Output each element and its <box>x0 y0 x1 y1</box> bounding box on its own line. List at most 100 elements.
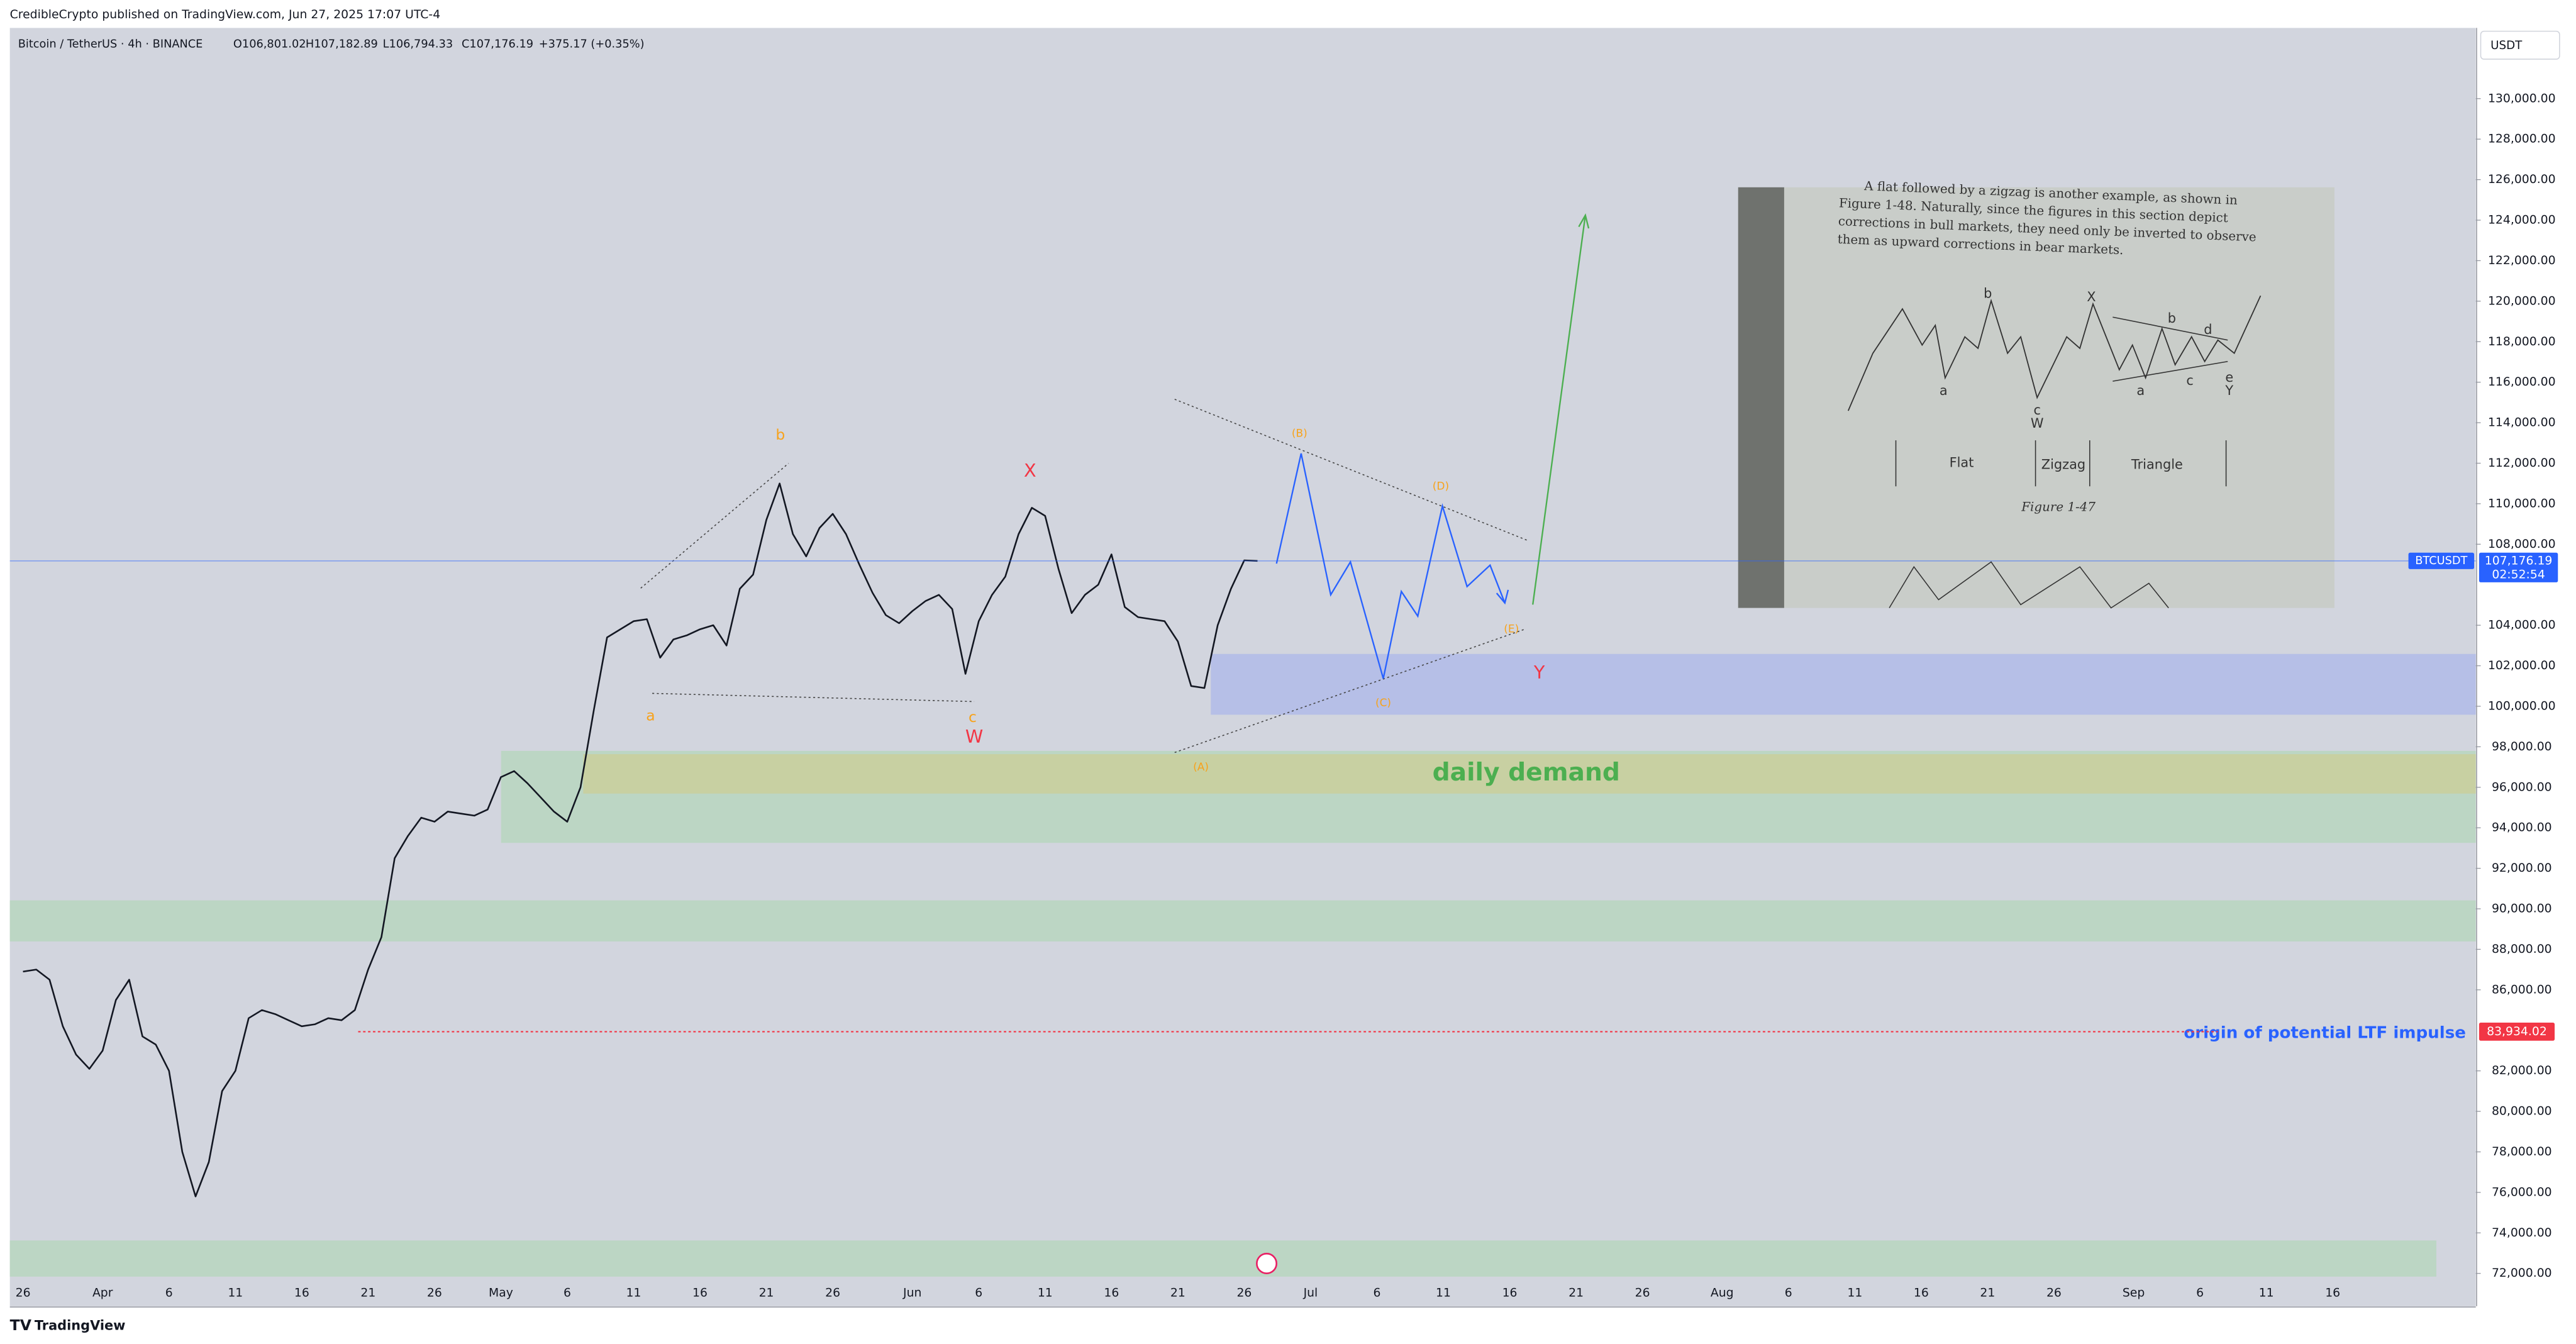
y-tick-label: 96,000.00 <box>2492 780 2552 794</box>
x-tick-label: 26 <box>1635 1287 1650 1300</box>
zone-label: daily demand <box>1433 758 1620 787</box>
x-tick-label: 26 <box>1236 1287 1252 1300</box>
countdown: 02:52:54 <box>2492 569 2545 582</box>
inset-label: c <box>2033 403 2040 418</box>
y-tick-label: 118,000.00 <box>2488 335 2556 348</box>
ohlc: O106,801.02 <box>233 38 306 51</box>
arrow-head <box>1578 213 1590 229</box>
wave-label: (D) <box>1433 480 1449 492</box>
x-tick-label: 6 <box>165 1287 173 1300</box>
x-tick-label: 21 <box>360 1287 375 1300</box>
wave-label: X <box>1024 460 1036 481</box>
x-tick-label: 6 <box>1373 1287 1380 1300</box>
x-tick-label: 6 <box>975 1287 982 1300</box>
x-tick-label: 6 <box>2196 1287 2204 1300</box>
y-tick-label: 104,000.00 <box>2488 619 2556 632</box>
y-tick-label: 130,000.00 <box>2488 92 2556 105</box>
trendline <box>652 692 975 703</box>
x-tick-label: 16 <box>692 1287 708 1300</box>
x-tick-label: May <box>489 1287 513 1300</box>
y-tick-label: 124,000.00 <box>2488 214 2556 227</box>
support-zone <box>9 900 2476 941</box>
support-zone-low <box>9 1240 2436 1277</box>
daily-demand-zone <box>583 754 2476 794</box>
inset-label: Y <box>2224 383 2233 398</box>
y-tick-label: 110,000.00 <box>2488 497 2556 510</box>
x-tick-label: Apr <box>92 1287 113 1300</box>
arrow-head <box>1496 589 1509 605</box>
y-tick-label: 100,000.00 <box>2488 699 2556 713</box>
wave-label: c <box>969 708 977 726</box>
wave-label: (A) <box>1193 761 1209 774</box>
x-tick-label: 21 <box>759 1287 774 1300</box>
x-tick-label: 6 <box>1785 1287 1792 1300</box>
triangle-lower <box>1174 628 1525 753</box>
triangle-upper <box>1174 399 1528 541</box>
currency: USDT <box>2490 39 2523 52</box>
y-tick-label: 98,000.00 <box>2492 740 2552 753</box>
inset-diagram <box>1889 561 2169 609</box>
x-tick-label: Jul <box>1303 1287 1318 1300</box>
symbol-tag <box>2408 552 2475 569</box>
y-tick-label: 120,000.00 <box>2488 294 2556 308</box>
y-tick-label: 74,000.00 <box>2492 1226 2552 1240</box>
currency-button[interactable] <box>2480 30 2560 60</box>
ohlc: H107,182.89 <box>306 38 378 51</box>
y-tick-label: 94,000.00 <box>2492 821 2552 835</box>
y-tick-label: 126,000.00 <box>2488 173 2556 186</box>
ohlc-change: +375.17 (+0.35%) <box>539 38 645 51</box>
y-tick-label: 82,000.00 <box>2492 1064 2552 1077</box>
wave-label: (C) <box>1375 697 1391 709</box>
x-tick-label: 11 <box>626 1287 641 1300</box>
x-tick-label: 16 <box>1104 1287 1119 1300</box>
y-tick-label: 88,000.00 <box>2492 943 2552 956</box>
x-tick-label: 21 <box>1980 1287 1995 1300</box>
y-tick-label: 102,000.00 <box>2488 659 2556 672</box>
y-tick-label: 90,000.00 <box>2492 902 2552 916</box>
x-tick-label: 11 <box>2259 1287 2274 1300</box>
y-tick-label: 92,000.00 <box>2492 862 2552 875</box>
y-tick-label: 128,000.00 <box>2488 133 2556 146</box>
price-tag <box>2479 1023 2555 1041</box>
y-tick-label: 76,000.00 <box>2492 1186 2552 1199</box>
x-tick-label: 16 <box>1914 1287 1929 1300</box>
inset-label: d <box>2204 322 2212 337</box>
symbol: Bitcoin / TetherUS · 4h · BINANCE <box>18 38 203 51</box>
projected-impulse <box>1532 215 1586 605</box>
x-tick-label: 21 <box>1170 1287 1185 1300</box>
wave-label: b <box>775 426 785 443</box>
inset-background <box>1738 187 2334 608</box>
x-tick-label: 11 <box>228 1287 243 1300</box>
event-icon[interactable] <box>1256 1253 1278 1274</box>
ohlc: L106,794.33 <box>383 38 453 51</box>
price-tag <box>2479 552 2558 582</box>
footer: TradingView <box>35 1318 126 1333</box>
y-tick-label: 80,000.00 <box>2492 1105 2552 1118</box>
inset-label: a <box>1940 383 1948 398</box>
inset-caption: Figure 1-47 <box>2021 500 2096 514</box>
x-tick-label: 11 <box>1847 1287 1862 1300</box>
y-tick-label: 78,000.00 <box>2492 1145 2552 1158</box>
y-tick-label: 116,000.00 <box>2488 375 2556 389</box>
inset-diagram <box>1847 295 2262 411</box>
y-tick-label: 86,000.00 <box>2492 983 2552 996</box>
price-tag-label: 107,176.19 <box>2485 554 2553 567</box>
inset-label: W <box>2031 416 2044 431</box>
y-tick-label: 114,000.00 <box>2488 416 2556 430</box>
x-tick-label: 11 <box>1436 1287 1451 1300</box>
inset-label: b <box>2168 311 2176 326</box>
wave-label: a <box>646 707 655 725</box>
logo-mark: 𝗧𝗩 <box>10 1316 32 1334</box>
wave-label: Y <box>1533 662 1545 683</box>
y-tick-label: 112,000.00 <box>2488 457 2556 470</box>
x-tick-label: 16 <box>294 1287 309 1300</box>
wave-label: (E) <box>1504 623 1519 636</box>
price-tag-label: 83,934.02 <box>2487 1025 2547 1038</box>
inset-label: Flat <box>1950 455 1974 470</box>
x-tick-label: Sep <box>2123 1287 2145 1300</box>
inset-label: Triangle <box>2131 457 2183 472</box>
inset-label: X <box>2087 289 2096 304</box>
inset-label: Zigzag <box>2041 457 2085 472</box>
projected-path <box>1275 453 1506 679</box>
trendline <box>640 463 789 589</box>
